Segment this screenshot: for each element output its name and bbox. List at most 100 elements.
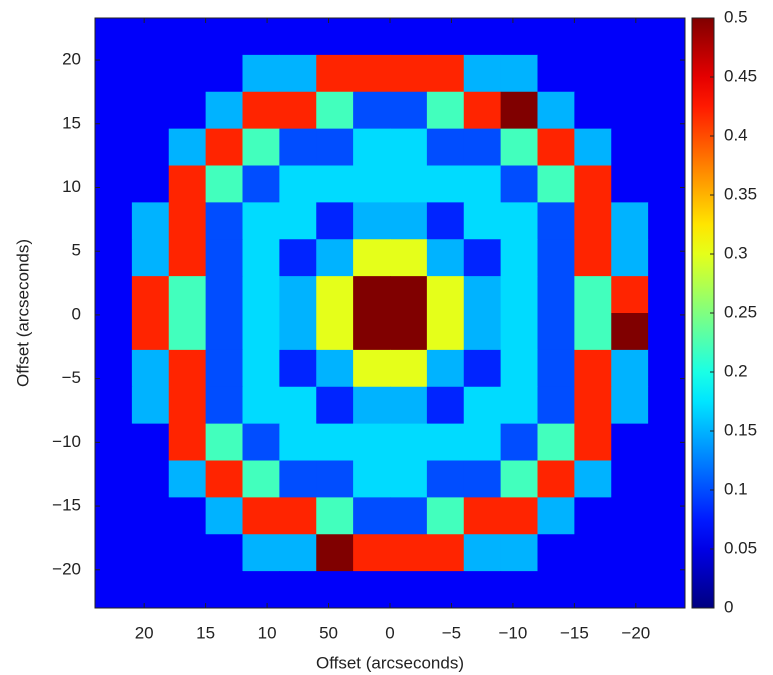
heatmap-cell	[168, 91, 207, 130]
heatmap-cell	[574, 128, 612, 166]
heatmap-cell	[279, 54, 317, 93]
heatmap-cell	[426, 54, 465, 93]
heatmap-cell	[168, 202, 207, 240]
x-tick-label: −20	[621, 623, 650, 642]
heatmap-cell	[205, 571, 243, 609]
colorbar-tick-label: 0.1	[724, 479, 748, 498]
heatmap-cell	[316, 128, 354, 166]
heatmap-cell	[353, 423, 391, 461]
heatmap-cells	[95, 18, 686, 609]
heatmap-cell	[390, 349, 428, 388]
y-tick-label: −20	[52, 559, 81, 578]
heatmap-cell	[390, 313, 428, 351]
heatmap-cell	[242, 534, 280, 572]
heatmap-cell	[95, 276, 133, 314]
heatmap-cell	[574, 423, 612, 461]
heatmap-cell	[537, 239, 575, 277]
heatmap-cell	[537, 423, 575, 461]
heatmap-cell	[279, 460, 317, 498]
colorbar-tick-label: 0.4	[724, 125, 748, 144]
heatmap-cell	[242, 18, 280, 56]
heatmap-cell	[205, 202, 243, 240]
heatmap-cell	[279, 128, 317, 166]
heatmap-cell	[611, 18, 649, 56]
heatmap-cell	[131, 18, 170, 56]
y-axis-label: Offset (arcseconds)	[13, 239, 32, 387]
heatmap-cell	[463, 423, 502, 461]
heatmap-cell	[537, 18, 575, 56]
heatmap-cell	[390, 276, 428, 314]
heatmap-cell	[426, 349, 465, 388]
heatmap-cell	[500, 423, 538, 461]
heatmap-cell	[95, 128, 133, 166]
heatmap-cell	[316, 165, 354, 203]
heatmap-cell	[205, 386, 243, 425]
heatmap-cell	[353, 18, 391, 56]
heatmap-cell	[648, 571, 686, 609]
heatmap-cell	[426, 571, 465, 609]
heatmap-cell	[537, 91, 575, 130]
heatmap-cell	[242, 313, 280, 351]
heatmap-cell	[316, 571, 354, 609]
heatmap-cell	[205, 313, 243, 351]
x-tick-label: 0	[385, 623, 394, 642]
heatmap-cell	[500, 128, 538, 166]
heatmap-cell	[537, 202, 575, 240]
heatmap-cell	[500, 386, 538, 425]
heatmap-cell	[353, 91, 391, 130]
heatmap-cell	[353, 571, 391, 609]
heatmap-cell	[611, 313, 649, 351]
heatmap-cell	[353, 128, 391, 166]
heatmap-cell	[131, 571, 170, 609]
heatmap-cell	[205, 54, 243, 93]
x-tick-label: 20	[135, 623, 154, 642]
y-tick-label: 0	[72, 304, 81, 323]
heatmap-cell	[131, 276, 170, 314]
heatmap-cell	[316, 54, 354, 93]
heatmap-cell	[95, 54, 133, 93]
heatmap-cell	[131, 202, 170, 240]
heatmap-cell	[611, 349, 649, 388]
heatmap-cell	[648, 91, 686, 130]
heatmap-cell	[500, 202, 538, 240]
heatmap-cell	[279, 534, 317, 572]
heatmap-cell	[353, 534, 391, 572]
heatmap-cell	[426, 276, 465, 314]
heatmap-cell	[426, 239, 465, 277]
y-tick-label: 15	[62, 113, 81, 132]
colorbar-tick-label: 0.15	[724, 420, 757, 439]
heatmap-cell	[426, 165, 465, 203]
y-tick-label: 10	[62, 177, 81, 196]
heatmap-cell	[168, 423, 207, 461]
heatmap-cell	[95, 202, 133, 240]
heatmap-cell	[611, 534, 649, 572]
heatmap-cell	[648, 276, 686, 314]
heatmap-cell	[279, 386, 317, 425]
heatmap-cell	[574, 313, 612, 351]
heatmap-cell	[537, 497, 575, 535]
heatmap-cell	[537, 571, 575, 609]
x-tick-label: −5	[442, 623, 461, 642]
heatmap-cell	[648, 313, 686, 351]
heatmap-cell	[611, 276, 649, 314]
heatmap-cell	[500, 460, 538, 498]
heatmap-cell	[648, 202, 686, 240]
heatmap-cell	[537, 54, 575, 93]
heatmap-cell	[316, 202, 354, 240]
y-tick-label: −15	[52, 496, 81, 515]
heatmap-cell	[205, 423, 243, 461]
colorbar-tick-label: 0.5	[724, 7, 748, 26]
heatmap-cell	[648, 128, 686, 166]
heatmap-cell	[648, 18, 686, 56]
heatmap-cell	[574, 386, 612, 425]
heatmap-cell	[500, 497, 538, 535]
heatmap-cell	[353, 276, 391, 314]
heatmap-cell	[426, 128, 465, 166]
colorbar-tick-label: 0.05	[724, 538, 757, 557]
heatmap-cell	[537, 534, 575, 572]
heatmap-cell	[131, 497, 170, 535]
heatmap-cell	[242, 165, 280, 203]
heatmap-cell	[537, 165, 575, 203]
heatmap-cell	[205, 91, 243, 130]
heatmap-cell	[95, 349, 133, 388]
